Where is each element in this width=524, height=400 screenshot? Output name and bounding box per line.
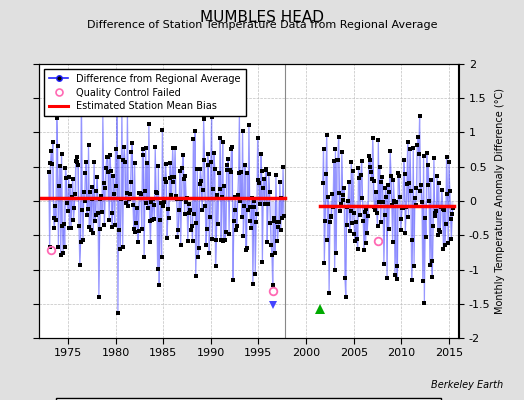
Legend: Station Move, Record Gap, Time of Obs. Change, Empirical Break: Station Move, Record Gap, Time of Obs. C… [57,398,441,400]
Text: Berkeley Earth: Berkeley Earth [431,380,503,390]
Text: Difference of Station Temperature Data from Regional Average: Difference of Station Temperature Data f… [87,20,437,30]
Text: MUMBLES HEAD: MUMBLES HEAD [200,10,324,25]
Y-axis label: Monthly Temperature Anomaly Difference (°C): Monthly Temperature Anomaly Difference (… [495,88,505,314]
